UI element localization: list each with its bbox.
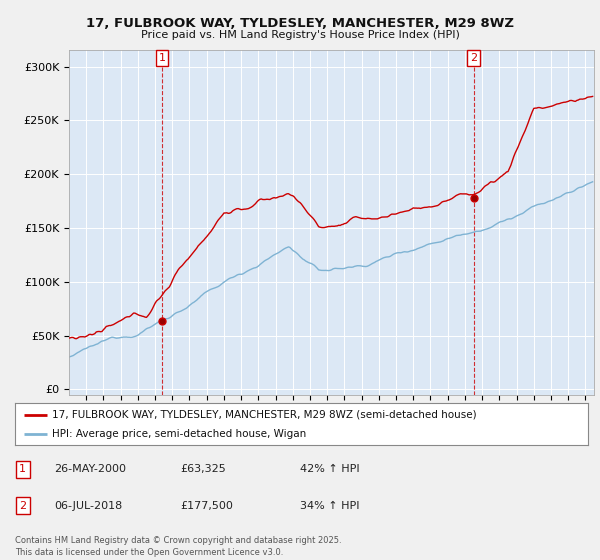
Text: 2: 2 xyxy=(470,53,477,63)
Text: 26-MAY-2000: 26-MAY-2000 xyxy=(54,464,126,474)
Text: 34% ↑ HPI: 34% ↑ HPI xyxy=(300,501,359,511)
Text: 17, FULBROOK WAY, TYLDESLEY, MANCHESTER, M29 8WZ: 17, FULBROOK WAY, TYLDESLEY, MANCHESTER,… xyxy=(86,17,514,30)
Text: 1: 1 xyxy=(158,53,166,63)
Text: 1: 1 xyxy=(19,464,26,474)
Text: £177,500: £177,500 xyxy=(180,501,233,511)
Text: 42% ↑ HPI: 42% ↑ HPI xyxy=(300,464,359,474)
Text: 06-JUL-2018: 06-JUL-2018 xyxy=(54,501,122,511)
Text: 2: 2 xyxy=(19,501,26,511)
Text: 17, FULBROOK WAY, TYLDESLEY, MANCHESTER, M29 8WZ (semi-detached house): 17, FULBROOK WAY, TYLDESLEY, MANCHESTER,… xyxy=(52,409,477,419)
Text: £63,325: £63,325 xyxy=(180,464,226,474)
Text: HPI: Average price, semi-detached house, Wigan: HPI: Average price, semi-detached house,… xyxy=(52,429,307,439)
Text: Contains HM Land Registry data © Crown copyright and database right 2025.
This d: Contains HM Land Registry data © Crown c… xyxy=(15,536,341,557)
Text: Price paid vs. HM Land Registry's House Price Index (HPI): Price paid vs. HM Land Registry's House … xyxy=(140,30,460,40)
